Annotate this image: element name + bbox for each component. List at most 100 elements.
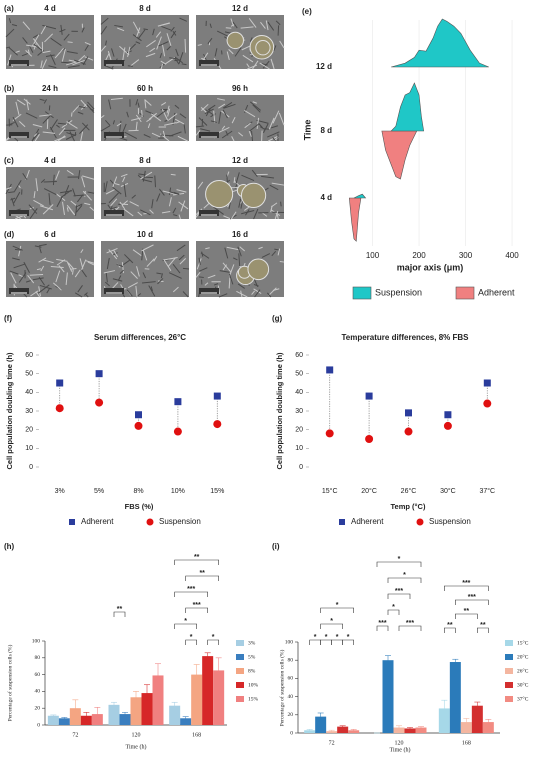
cell-streak <box>127 46 131 58</box>
significance-label: * <box>403 572 406 579</box>
cell-streak <box>42 204 54 215</box>
cell-streak <box>68 59 76 62</box>
cell-streak <box>45 54 55 58</box>
cell-streak <box>84 41 91 46</box>
cell-streak <box>224 247 229 259</box>
cell-streak <box>122 176 126 183</box>
error-bar <box>306 729 313 732</box>
cell-streak <box>121 200 129 206</box>
cell-streak <box>156 193 161 202</box>
legend-label: 20°C <box>517 653 529 660</box>
cell-streak <box>118 203 123 206</box>
cell-streak <box>66 121 78 129</box>
y-tick-label: 0 <box>37 722 40 728</box>
cell-streak <box>278 112 285 126</box>
legend-label: 8% <box>248 668 256 674</box>
cell-streak <box>66 169 74 175</box>
cell-streak <box>218 103 226 109</box>
cell-streak <box>119 269 125 274</box>
bar <box>438 708 450 733</box>
cell-streak <box>160 60 167 65</box>
cell-streak <box>68 65 80 68</box>
legend-marker <box>416 518 424 526</box>
significance-label: * <box>398 556 401 563</box>
cell-streak <box>167 257 177 267</box>
cell-streak <box>170 173 176 176</box>
cell-streak <box>32 123 43 128</box>
error-bar <box>83 712 90 720</box>
cell-streak <box>162 130 166 139</box>
cell-streak <box>52 282 62 291</box>
cell-streak <box>197 181 204 189</box>
significance-bracket <box>174 591 208 597</box>
cell-streak <box>50 119 58 130</box>
error-bar <box>452 658 459 665</box>
cell-streak <box>58 265 65 273</box>
cell-streak <box>137 29 146 40</box>
cell-streak <box>54 48 64 59</box>
significance-bracket <box>455 613 478 619</box>
cell-streak <box>18 120 26 128</box>
cell-streak <box>127 282 138 289</box>
cell-streak <box>169 57 176 60</box>
cell-streak <box>137 102 140 108</box>
error-bar <box>72 699 79 717</box>
legend-label: 3% <box>248 640 256 646</box>
cell-streak <box>146 40 156 48</box>
x-axis-label: Time (h) <box>126 743 147 750</box>
cell-streak <box>145 110 154 115</box>
error-bar <box>50 714 57 717</box>
time-label: 24 h <box>42 84 58 93</box>
cell-streak <box>144 99 152 106</box>
cell-streak <box>76 194 84 203</box>
cell-streak <box>48 193 51 205</box>
cell-streak <box>114 183 120 186</box>
cell-streak <box>150 113 162 122</box>
cell-streak <box>273 45 277 52</box>
panel-label: (c) <box>4 156 14 165</box>
y-tick-label: 80 <box>288 657 294 663</box>
cell-streak <box>266 292 272 298</box>
cell-streak <box>172 286 179 293</box>
y-tick-label: 100 <box>32 638 41 644</box>
significance-label: *** <box>193 602 201 609</box>
cell-streak <box>207 37 213 45</box>
marker <box>443 421 452 430</box>
cell-streak <box>195 130 201 136</box>
time-label: 12 d <box>232 156 248 165</box>
significance-label: * <box>336 634 339 641</box>
cell-streak <box>27 274 35 284</box>
panel-label: (g) <box>272 314 283 323</box>
cell-streak <box>271 250 277 257</box>
cell-streak <box>180 200 186 212</box>
cell-streak <box>137 211 143 216</box>
cell-streak <box>251 130 254 142</box>
error-bar <box>441 699 448 717</box>
cell-streak <box>58 127 66 136</box>
significance-bracket <box>174 559 219 565</box>
cell-streak <box>151 132 161 138</box>
cell-streak <box>38 257 47 263</box>
cell-streak <box>79 258 84 269</box>
cell-streak <box>176 189 187 193</box>
cell-streak <box>195 125 205 128</box>
time-label: 16 d <box>232 230 248 239</box>
cell-streak <box>31 132 40 142</box>
cell-streak <box>121 262 124 274</box>
cell-streak <box>239 246 246 252</box>
cell-streak <box>209 23 212 29</box>
cell-streak <box>155 31 162 38</box>
cell-streak <box>179 257 187 265</box>
y-tick-label: 40 <box>25 389 33 396</box>
cell-streak <box>74 292 83 298</box>
y-tick-label: 4 d <box>320 193 332 202</box>
marker <box>444 411 452 419</box>
cell-streak <box>110 97 123 100</box>
cell-streak <box>231 116 236 124</box>
legend-label: Adherent <box>351 517 384 526</box>
cell-streak <box>139 209 151 216</box>
x-tick-label: 8% <box>133 488 143 495</box>
cell-streak <box>228 273 234 285</box>
error-bar <box>182 716 189 720</box>
cell-streak <box>55 170 60 180</box>
